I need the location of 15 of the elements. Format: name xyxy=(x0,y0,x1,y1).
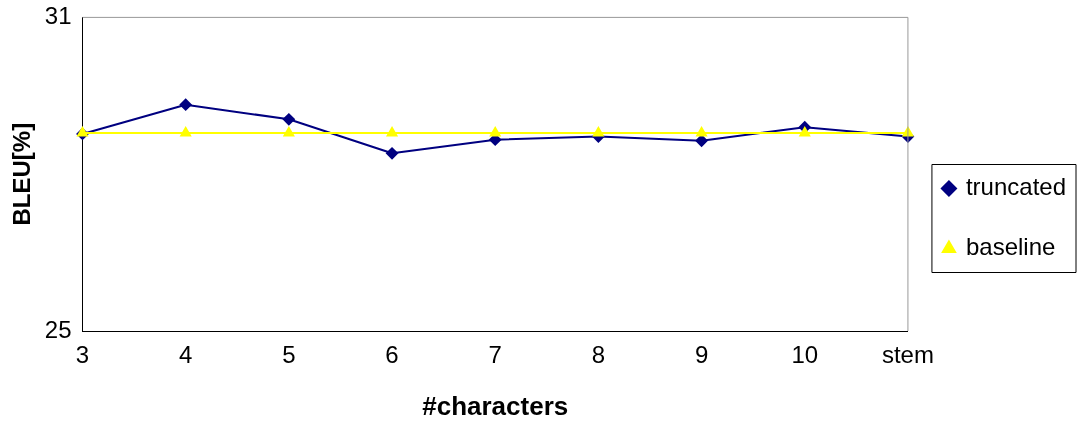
legend-label: baseline xyxy=(965,233,1056,261)
x-tick-label: stem xyxy=(881,341,934,369)
x-tick-label: 5 xyxy=(282,341,296,369)
y-tick-label: 25 xyxy=(44,315,72,343)
legend-label: truncated xyxy=(965,173,1067,201)
x-axis-title: #characters xyxy=(422,390,569,421)
x-tick-label: 8 xyxy=(591,341,606,369)
y-tick-label: 31 xyxy=(44,2,72,30)
x-tick-label: 3 xyxy=(75,341,90,369)
x-tick-label: 6 xyxy=(385,341,399,369)
x-tick-label: 4 xyxy=(179,341,193,369)
x-tick-label: 7 xyxy=(488,341,502,369)
x-tick-label: 10 xyxy=(791,341,819,369)
x-tick-label: 9 xyxy=(694,341,709,369)
y-axis-title: BLEU[%] xyxy=(8,122,36,226)
